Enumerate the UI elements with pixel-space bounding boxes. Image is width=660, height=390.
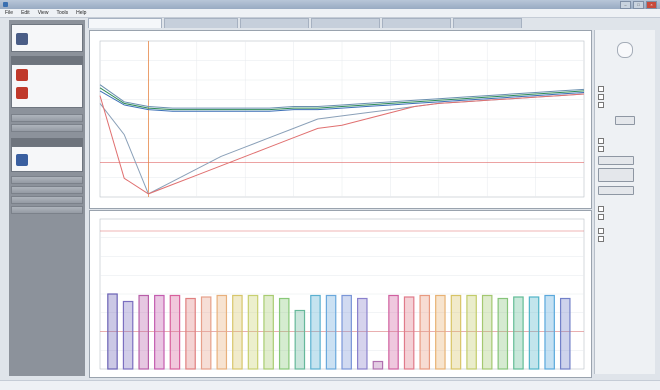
device-panel-2[interactable]	[11, 64, 83, 108]
menu-tools[interactable]: Tools	[56, 10, 69, 16]
option-checkbox-7[interactable]	[598, 214, 604, 220]
bar	[325, 294, 337, 370]
bar	[310, 294, 321, 370]
option-checkbox-4[interactable]	[598, 138, 604, 144]
sidebar-button-4[interactable]	[11, 186, 83, 194]
tab-5[interactable]	[382, 18, 451, 28]
series-line-1	[99, 84, 585, 109]
device-panel-3[interactable]	[11, 146, 83, 172]
menu-bar: File Edit View Tools Help	[0, 9, 660, 18]
bar	[138, 294, 149, 370]
window-controls: – □ ×	[620, 1, 657, 9]
menu-view[interactable]: View	[37, 10, 49, 16]
option-checkbox-1[interactable]	[598, 86, 604, 92]
bar	[403, 296, 415, 370]
bar	[278, 297, 290, 370]
sidebar-section-header	[11, 56, 83, 64]
bar	[435, 294, 446, 370]
bar	[372, 360, 384, 370]
close-button[interactable]: ×	[646, 1, 657, 9]
bar	[169, 294, 181, 370]
tab-6[interactable]	[453, 18, 522, 28]
device-sidebar	[9, 20, 85, 376]
settings-panel	[594, 30, 655, 374]
series-line-5	[99, 93, 585, 195]
window-titlebar: – □ ×	[0, 0, 660, 9]
direction-pad[interactable]	[617, 42, 633, 58]
settings-button-1[interactable]	[615, 116, 635, 125]
tab-3[interactable]	[240, 18, 309, 28]
bar	[122, 300, 134, 370]
maximize-button[interactable]: □	[633, 1, 644, 9]
menu-help[interactable]: Help	[76, 10, 87, 16]
bar	[513, 296, 524, 370]
bar	[419, 294, 431, 370]
option-checkbox-6[interactable]	[598, 206, 604, 212]
app-icon	[3, 2, 8, 7]
bar-chart-panel	[89, 210, 592, 378]
bar	[388, 294, 399, 370]
sidebar-button-3[interactable]	[11, 176, 83, 184]
bar	[544, 294, 555, 370]
minimize-button[interactable]: –	[620, 1, 631, 9]
bar	[185, 297, 196, 370]
sidebar-section-header	[11, 138, 83, 146]
bar	[232, 294, 243, 370]
option-checkbox-2[interactable]	[598, 94, 604, 100]
bar	[528, 296, 540, 370]
settings-button-4[interactable]	[598, 186, 634, 195]
bar	[216, 294, 228, 370]
device-icon	[16, 154, 28, 166]
bar	[154, 294, 165, 370]
option-checkbox-9[interactable]	[598, 236, 604, 242]
series-line-3	[99, 90, 585, 112]
option-checkbox-8[interactable]	[598, 228, 604, 234]
status-bar	[0, 380, 660, 390]
device-icon	[16, 69, 28, 81]
sidebar-button-6[interactable]	[11, 206, 83, 214]
device-icon	[16, 33, 28, 45]
bar	[357, 297, 368, 370]
bar	[294, 309, 306, 370]
bar	[450, 294, 462, 370]
tab-bar	[88, 18, 588, 28]
menu-edit[interactable]: Edit	[21, 10, 30, 16]
device-icon	[16, 87, 28, 99]
line-chart	[99, 40, 585, 198]
bar	[559, 297, 571, 370]
bar	[107, 293, 118, 370]
tab-4[interactable]	[311, 18, 380, 28]
bar	[263, 294, 274, 370]
sidebar-button-5[interactable]	[11, 196, 83, 204]
tab-2[interactable]	[164, 18, 238, 28]
device-panel-1[interactable]	[11, 24, 83, 52]
bar	[497, 297, 509, 370]
sidebar-button-1[interactable]	[11, 114, 83, 122]
sidebar-button-2[interactable]	[11, 124, 83, 132]
bar	[466, 294, 477, 370]
option-checkbox-3[interactable]	[598, 102, 604, 108]
settings-button-2[interactable]	[598, 156, 634, 165]
bar	[247, 294, 259, 370]
series-line-2	[99, 87, 585, 111]
menu-file[interactable]: File	[5, 10, 14, 16]
settings-button-3[interactable]	[598, 168, 634, 182]
option-checkbox-5[interactable]	[598, 146, 604, 152]
bar	[481, 294, 493, 370]
bar-chart	[99, 218, 585, 370]
line-chart-panel	[89, 30, 592, 209]
bar	[341, 294, 352, 370]
tab-1[interactable]	[88, 18, 162, 28]
bar	[200, 296, 212, 370]
